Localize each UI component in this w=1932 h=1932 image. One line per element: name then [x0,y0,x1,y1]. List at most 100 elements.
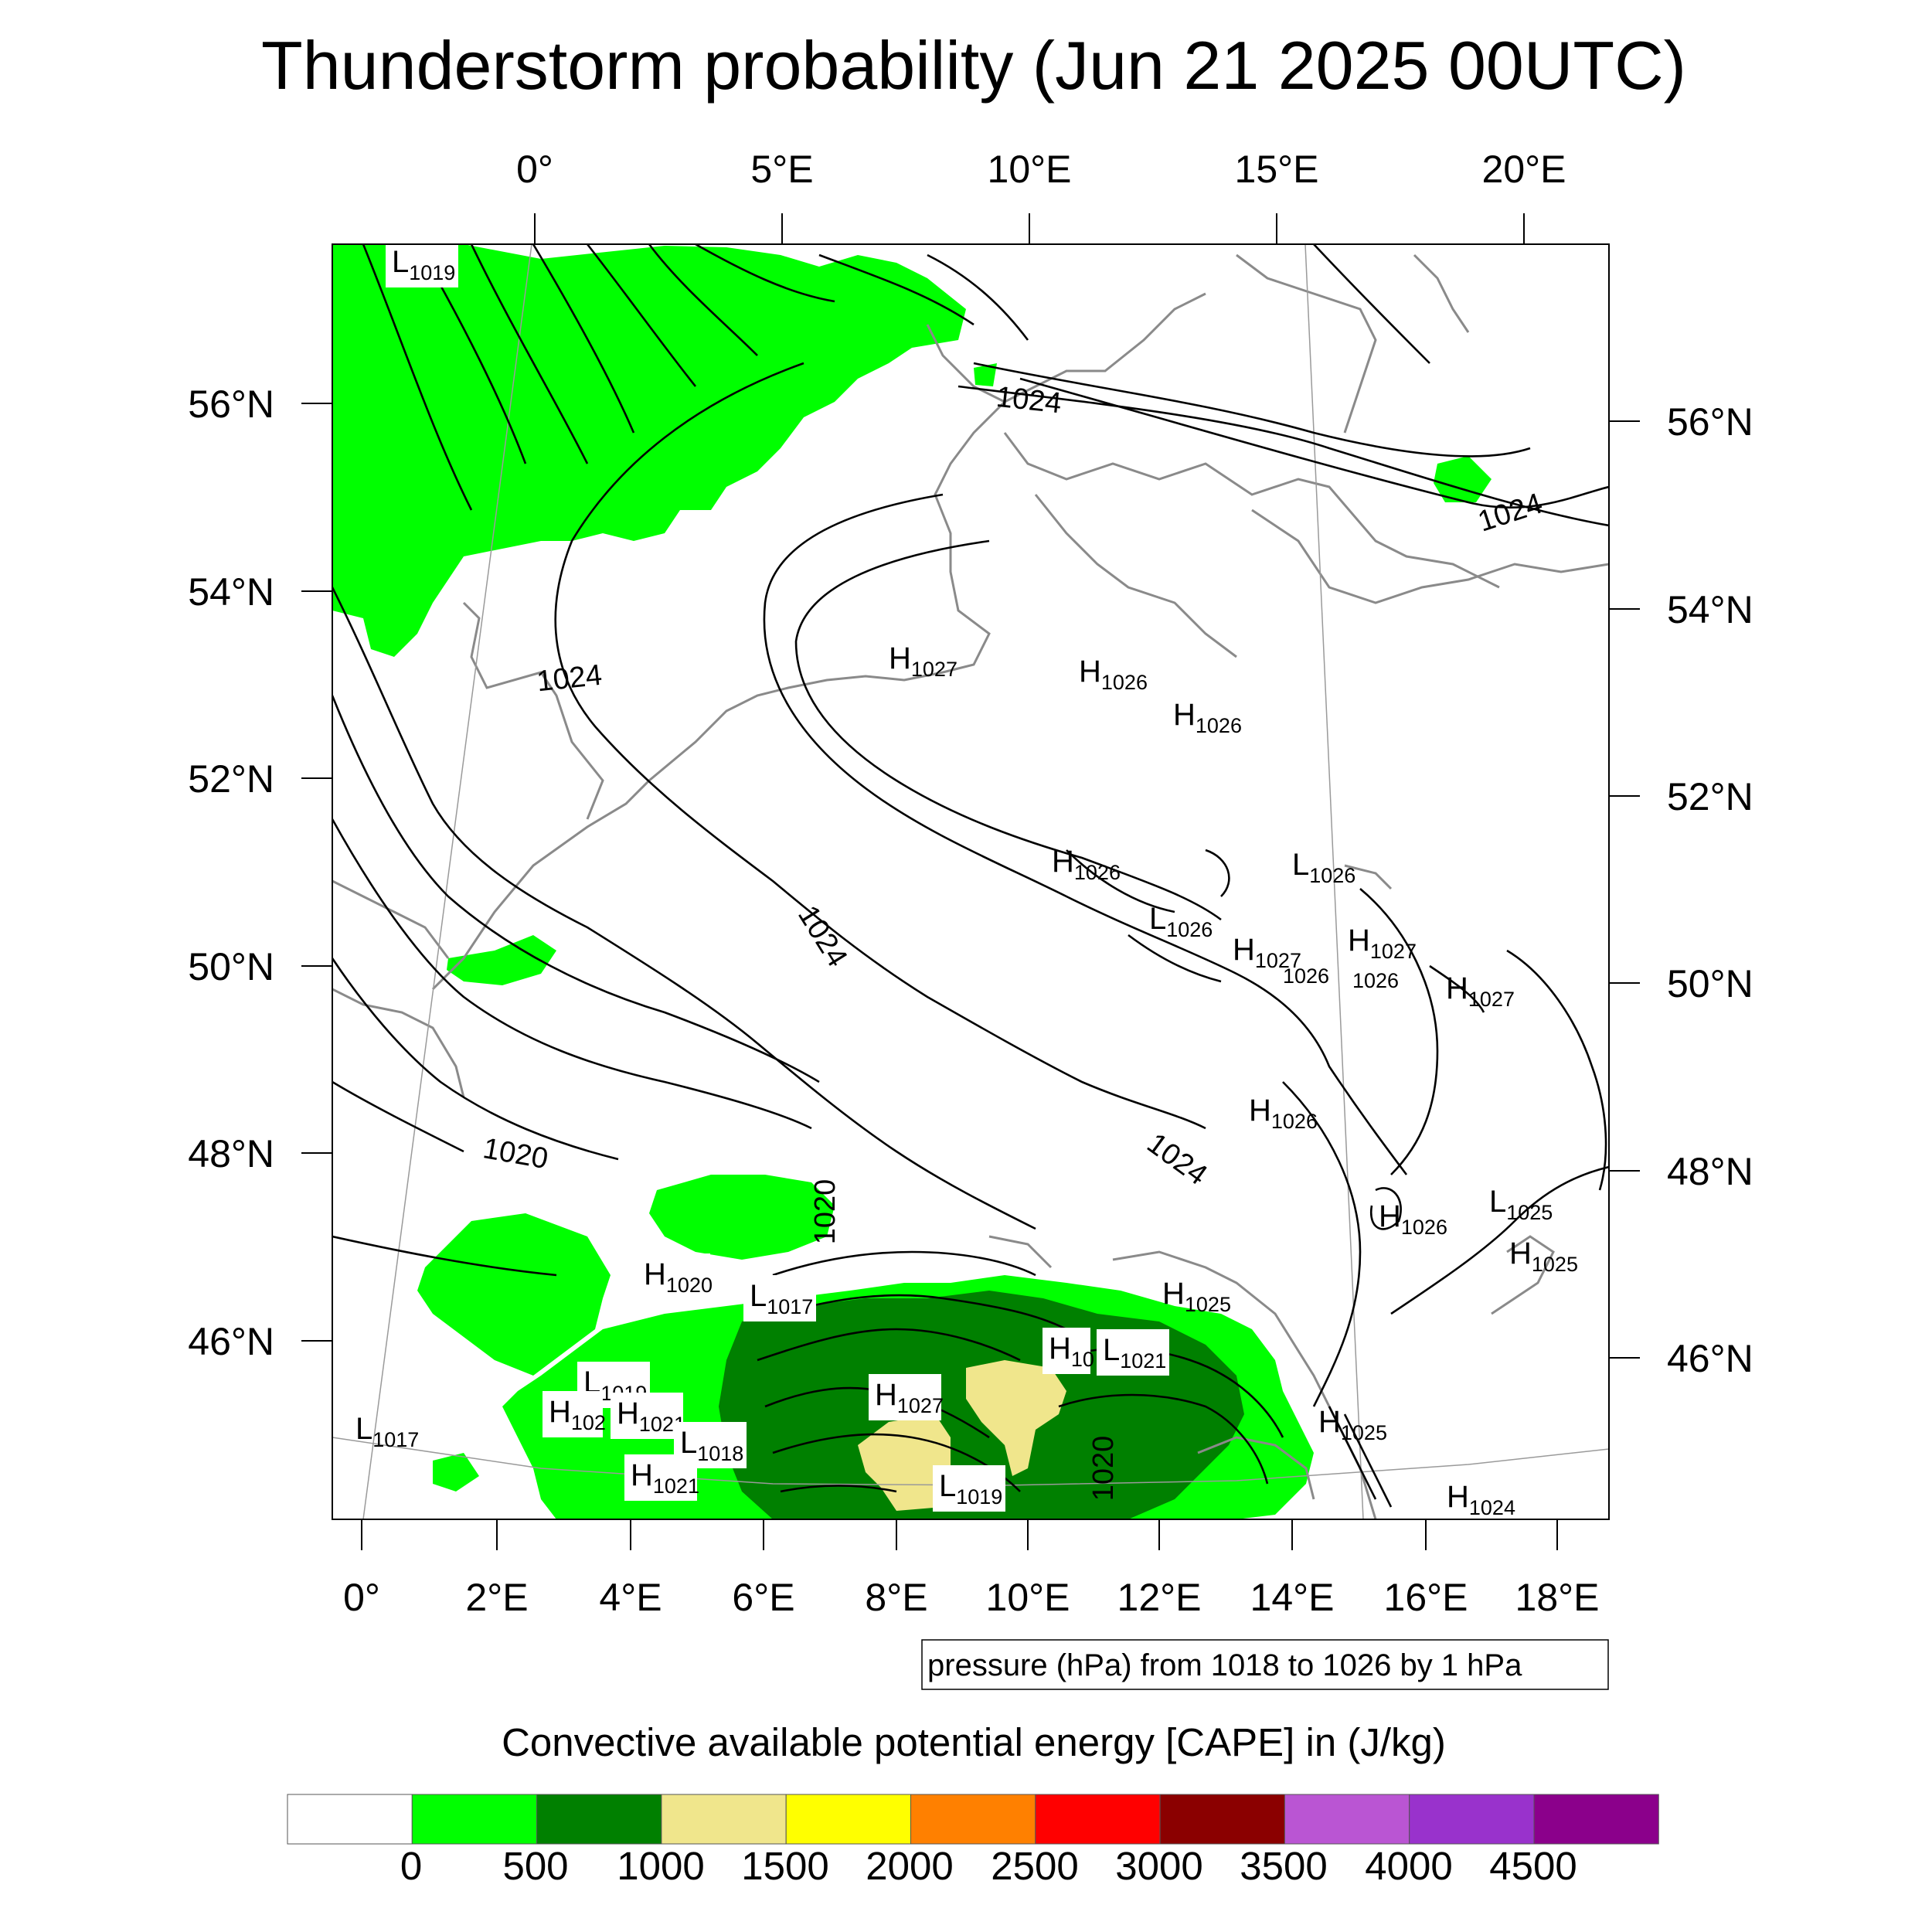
pressure-center-label: H10 [1043,1328,1094,1374]
colorbar-label: 4500 [1489,1844,1577,1888]
colorbar-label: 3000 [1115,1844,1202,1888]
colorbar-label: 2000 [866,1844,953,1888]
svg-text:L1021: L1021 [1103,1333,1166,1372]
svg-text:L1026: L1026 [1149,902,1213,941]
contour-info: pressure (hPa) from 1018 to 1026 by 1 hP… [921,1639,1609,1690]
colorbar-box [287,1794,413,1845]
pressure-center-label: L1025 [1489,1185,1553,1224]
left-latitude-labels: 56°N 54°N 52°N 50°N 48°N 46°N [188,383,274,1363]
pressure-center-label: L1017 [355,1412,419,1451]
svg-text:H1025: H1025 [1318,1405,1387,1444]
lon-label: 10°E [986,1576,1070,1619]
svg-text:H1026: H1026 [1249,1094,1318,1133]
svg-text:L1017: L1017 [355,1412,419,1451]
colorbar-box [1159,1794,1285,1845]
svg-text:L1026: L1026 [1292,848,1355,887]
lon-label: 0° [516,148,553,191]
colorbar-box [661,1794,787,1845]
axis-ticks [301,213,1640,1550]
lon-label: 18°E [1515,1576,1600,1619]
pressure-center-label: H1026 [1173,698,1242,737]
pressure-center-label: L1019 [933,1465,1005,1512]
svg-text:H102: H102 [549,1395,606,1434]
svg-text:L1025: L1025 [1489,1185,1553,1224]
lat-label: 46°N [188,1320,274,1363]
colorbar-box [785,1794,912,1845]
svg-text:H1026: H1026 [1379,1199,1447,1239]
lon-label: 0° [343,1576,380,1619]
lon-label: 15°E [1235,148,1319,191]
pressure-center-label: H1026 [1249,1094,1318,1133]
pressure-center-label: H1026 [1052,845,1121,884]
colorbar-label: 2500 [991,1844,1078,1888]
lat-label: 52°N [1667,775,1753,818]
colorbar-title: Convective available potential energy [C… [502,1720,1446,1764]
pressure-center-label: H1027 [889,641,957,681]
svg-text:H1027: H1027 [889,641,957,681]
pressure-center-label: L1026 [1149,902,1213,941]
svg-text:L1019: L1019 [939,1469,1002,1509]
svg-text:H1027: H1027 [875,1378,944,1417]
pressure-center-label: L1017 [743,1275,816,1321]
svg-text:H1027: H1027 [1348,923,1417,963]
lat-label: 46°N [1667,1337,1753,1380]
colorbar [287,1794,1659,1845]
colorbar-box [1409,1794,1535,1845]
pressure-center-label: H102 [543,1391,606,1437]
colorbar-label: 4000 [1365,1844,1452,1888]
lon-label: 2°E [465,1576,528,1619]
colorbar-box [910,1794,1036,1845]
svg-text:L1019: L1019 [392,245,455,284]
colorbar-label: 500 [502,1844,568,1888]
pressure-center-label: H1026 [1379,1199,1447,1239]
pressure-center-label: H1027 [1348,923,1417,963]
isobar-label: 1020 [1087,1436,1120,1502]
svg-text:H1027: H1027 [1233,933,1301,972]
colorbar-label: 0 [400,1844,422,1888]
lon-label: 10°E [988,148,1072,191]
pressure-center-label: L1021 [1097,1329,1169,1376]
svg-text:H1026: H1026 [1173,698,1242,737]
lat-label: 56°N [188,383,274,426]
chart-title: Thunderstorm probability (Jun 21 2025 00… [261,27,1686,104]
isobar-label: 1024 [536,659,604,699]
colorbar-box [536,1794,662,1845]
lon-label: 16°E [1384,1576,1468,1619]
lat-label: 54°N [188,570,274,614]
map-frame [332,243,1610,1520]
lon-label: 14°E [1250,1576,1335,1619]
lat-label: 56°N [1667,400,1753,444]
bottom-longitude-labels: 0° 2°E 4°E 6°E 8°E 10°E 12°E 14°E 16°E 1… [343,1576,1599,1619]
coastlines [332,253,1609,1519]
contour-info-text: pressure (hPa) from 1018 to 1026 by 1 hP… [927,1648,1522,1682]
pressure-center-label: H1020 [638,1253,713,1300]
map-plot-area: L1019 H1027 H1026 H1026 H1026 L1026 L1026 H1027… [332,244,1609,1519]
pressure-centers: L1019 H1027 H1026 H1026 H1026 L1026 L1026 H1027… [355,244,1578,1519]
colorbar-box [1533,1794,1659,1845]
partial-label: 1026 [1352,969,1399,992]
colorbar-box [411,1794,538,1845]
pressure-center-label: H1026 [1079,655,1148,694]
lat-label: 48°N [1667,1150,1753,1193]
pressure-center-label: H1024 [1447,1480,1515,1519]
lon-label: 6°E [732,1576,794,1619]
svg-text:H1025: H1025 [1509,1236,1578,1276]
top-longitude-labels: 0° 5°E 10°E 15°E 20°E [516,148,1566,191]
lat-label: 52°N [188,757,274,801]
cape-shading-high [858,1360,1066,1511]
colorbar-label: 1000 [617,1844,704,1888]
isobar-labels: 1024 1024 1024 1024 1024 1020 1020 1020 [481,381,1546,1502]
svg-text:H10: H10 [1049,1332,1094,1371]
svg-text:H1026: H1026 [1079,655,1148,694]
colorbar-box [1284,1794,1410,1845]
svg-text:H1021: H1021 [631,1458,699,1498]
pressure-center-label: H1027 [1233,933,1301,972]
pressure-center-label: H1027 [1446,971,1515,1011]
svg-text:L1017: L1017 [750,1279,813,1318]
svg-text:H1025: H1025 [1162,1277,1231,1316]
partial-label: 1026 [1283,964,1329,988]
isobar-label: 1020 [809,1179,842,1245]
colorbar-label: 3500 [1240,1844,1327,1888]
isobar-label: 1024 [995,381,1063,420]
